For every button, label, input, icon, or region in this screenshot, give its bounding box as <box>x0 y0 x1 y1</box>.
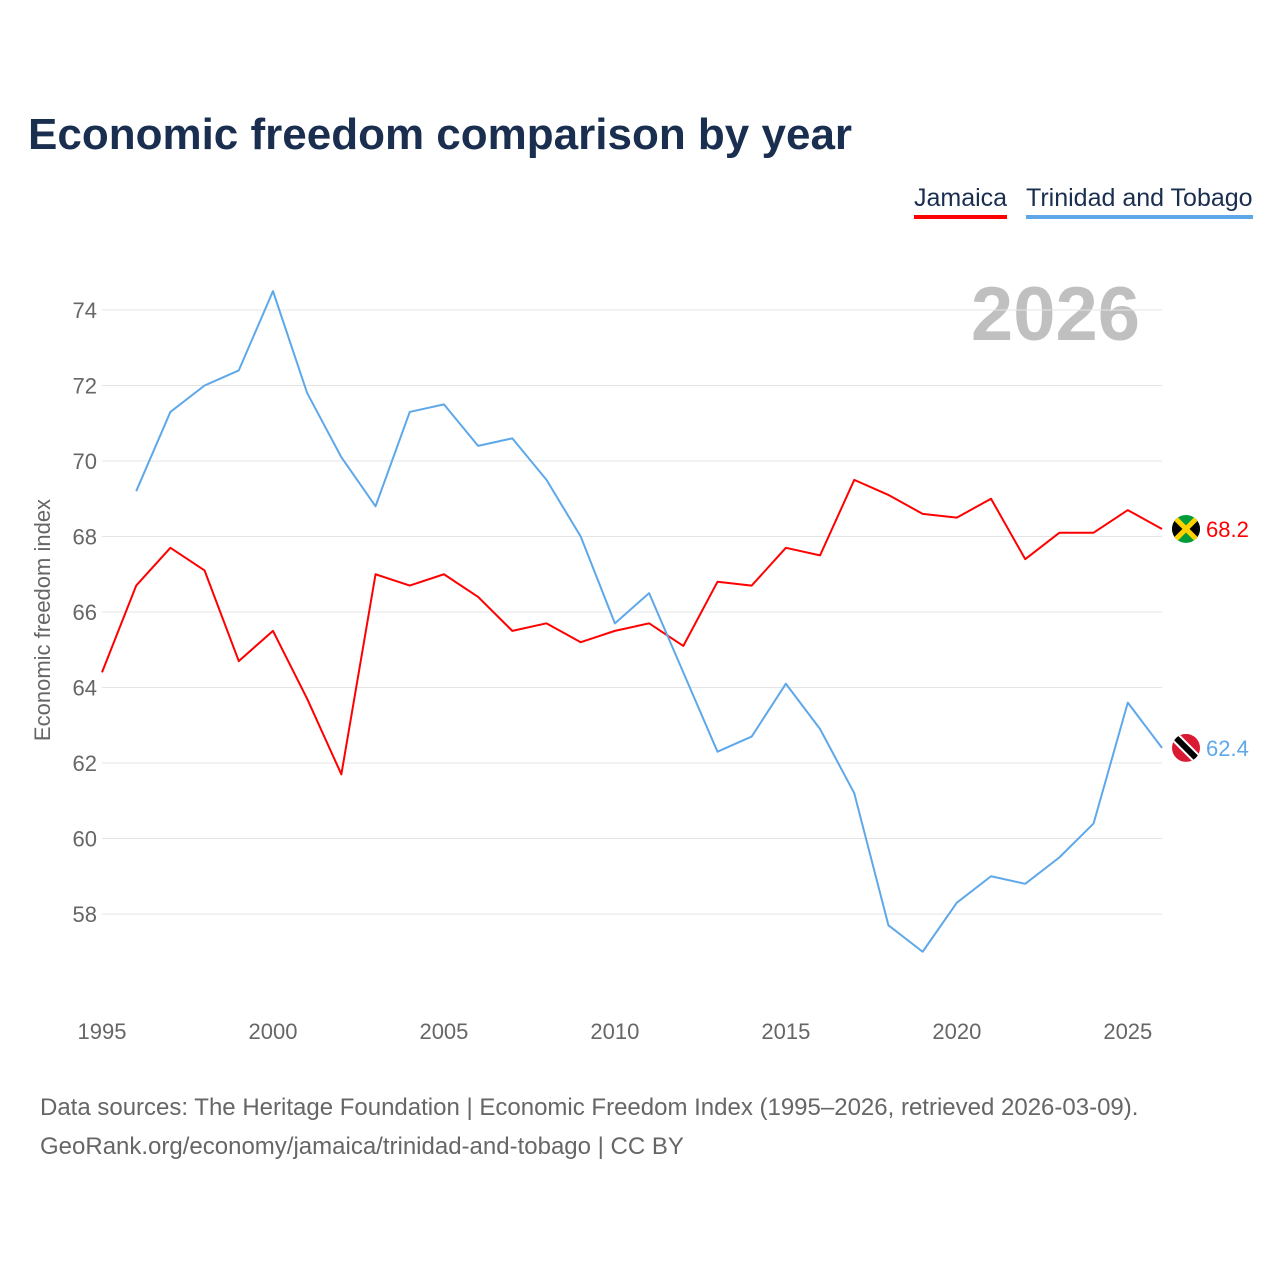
y-tick-label: 58 <box>73 902 97 927</box>
x-tick-label: 2025 <box>1103 1019 1152 1044</box>
y-tick-label: 68 <box>73 525 97 550</box>
chart-title: Economic freedom comparison by year <box>28 110 853 159</box>
y-tick-label: 72 <box>73 374 97 399</box>
series-line-trinidad-and-tobago <box>135 290 1163 953</box>
series-line-jamaica <box>101 478 1163 776</box>
x-tick-label: 2015 <box>761 1019 810 1044</box>
source-link[interactable]: GeoRank.org/economy/jamaica/trinidad-and… <box>40 1133 684 1160</box>
y-axis-label: Economic freedom index <box>30 499 55 741</box>
x-tick-label: 2010 <box>590 1019 639 1044</box>
y-tick-label: 60 <box>73 827 97 852</box>
data-source-text: Data sources: The Heritage Foundation | … <box>40 1094 1139 1121</box>
legend-jamaica[interactable]: Jamaica <box>914 184 1008 219</box>
year-watermark: 2026 <box>971 272 1140 357</box>
x-tick-label: 2005 <box>419 1019 468 1044</box>
y-tick-label: 66 <box>73 600 97 625</box>
y-tick-label: 70 <box>73 449 97 474</box>
jamaica-flag-icon <box>1172 514 1200 543</box>
end-value-label: 62.4 <box>1206 736 1249 761</box>
x-tick-label: 2000 <box>248 1019 297 1044</box>
y-tick-label: 64 <box>73 676 97 701</box>
y-tick-label: 62 <box>73 751 97 776</box>
legend-trinidad-and-tobago[interactable]: Trinidad and Tobago <box>1026 184 1253 219</box>
footer: Data sources: The Heritage Foundation | … <box>40 1088 1138 1166</box>
end-value-label: 68.2 <box>1206 517 1249 542</box>
x-tick-label: 1995 <box>78 1019 127 1044</box>
y-tick-label: 74 <box>73 298 97 323</box>
trinidad-flag-icon <box>1172 733 1200 762</box>
x-tick-label: 2020 <box>932 1019 981 1044</box>
